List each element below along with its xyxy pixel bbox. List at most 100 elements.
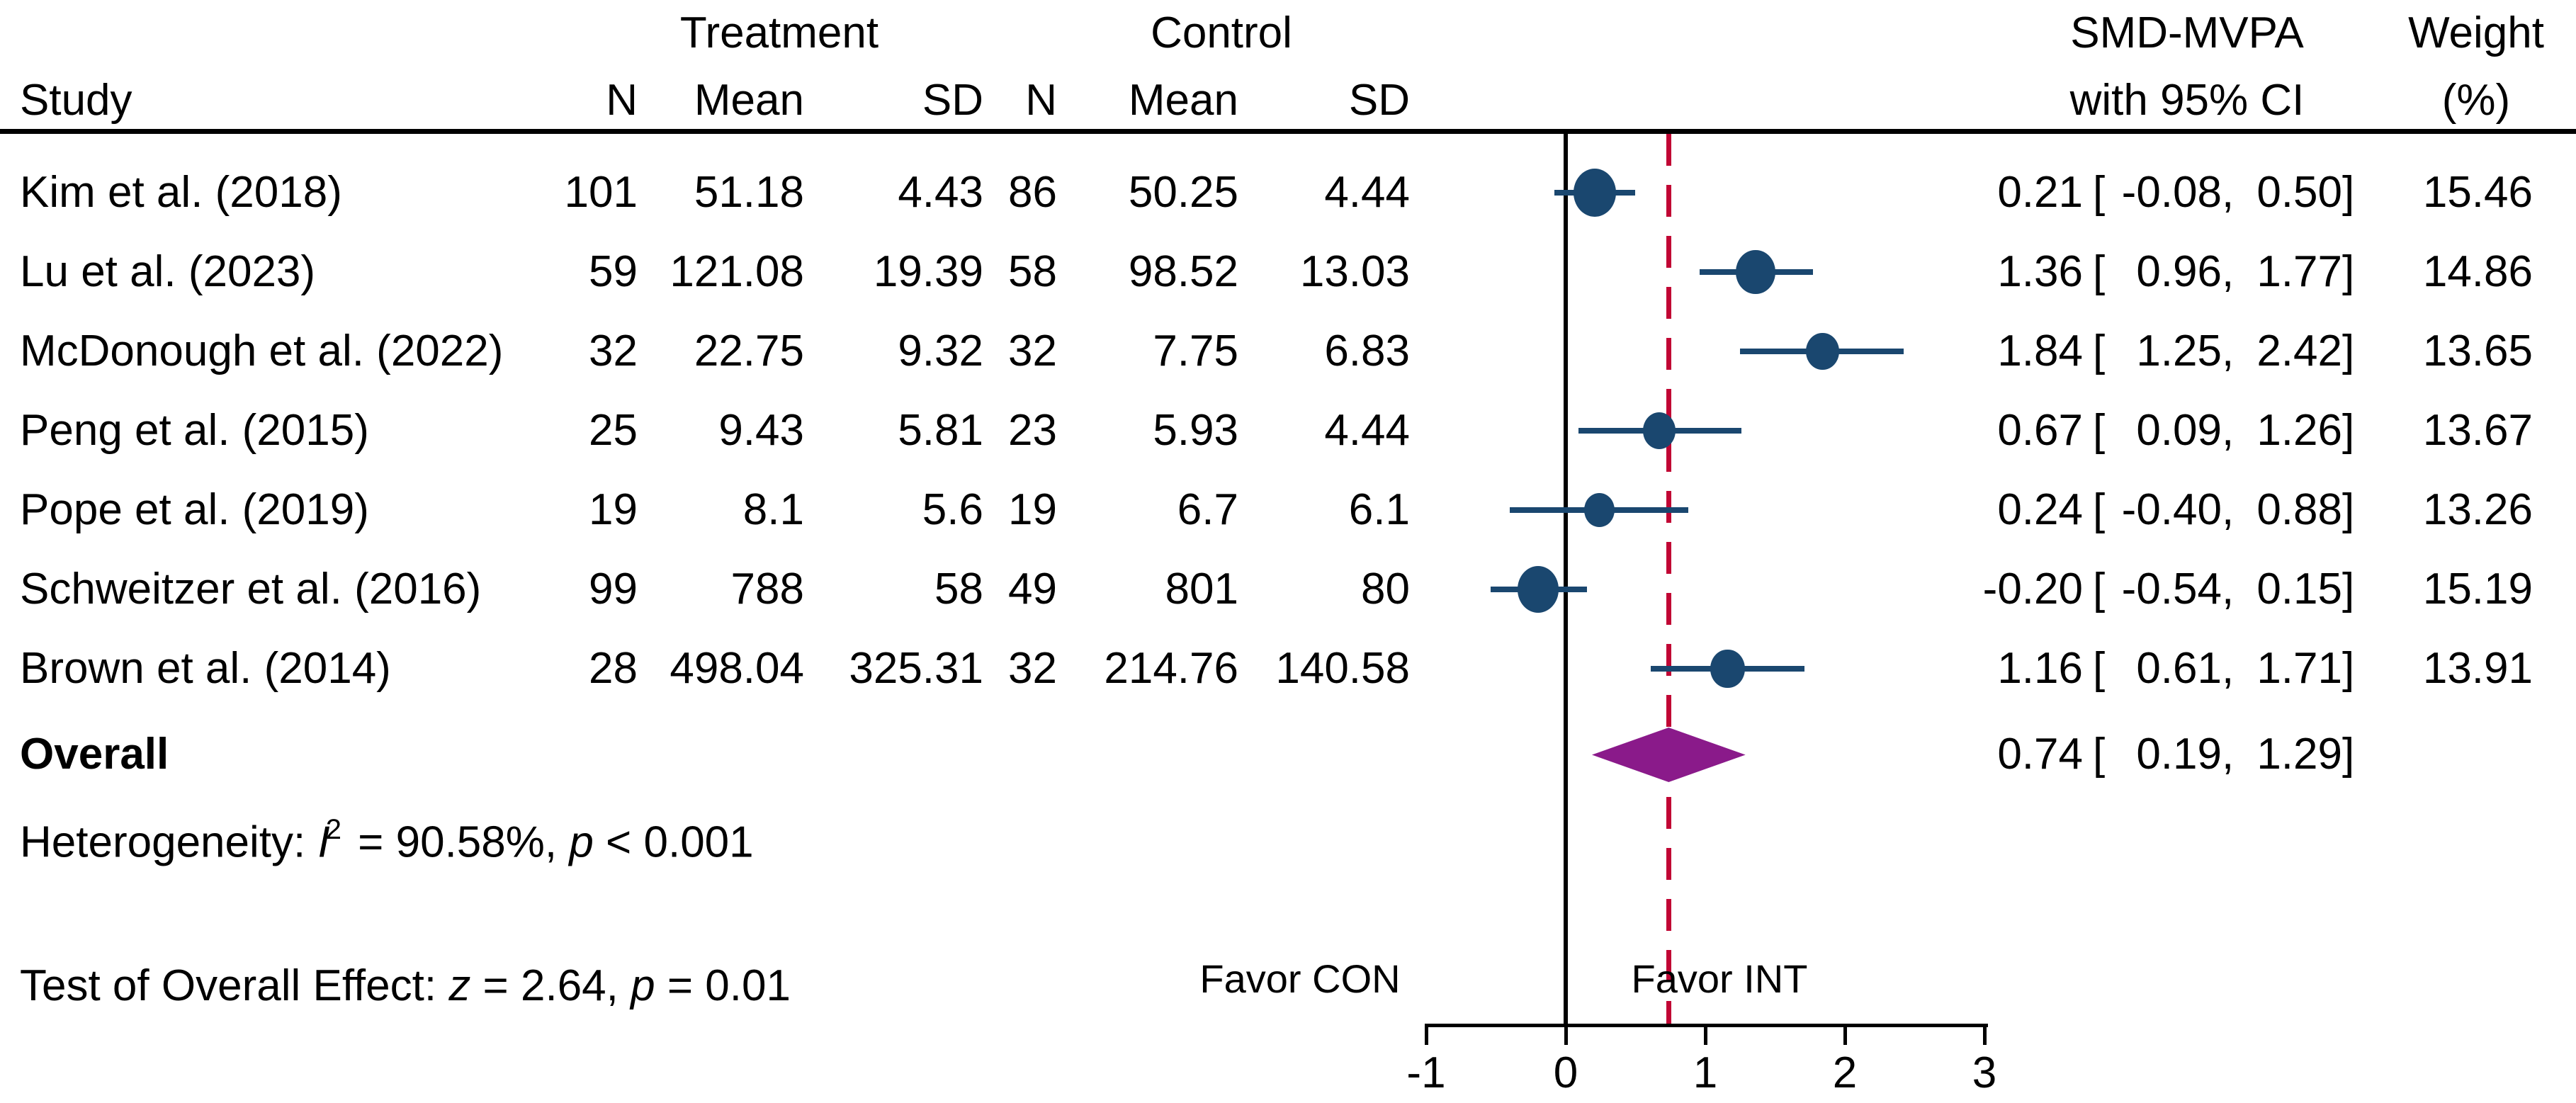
ci-separator: , [2222, 168, 2235, 217]
weight-cell: 13.91 [2422, 644, 2533, 693]
control-sd-header: SD [1348, 76, 1410, 125]
control-n-cell: 32 [1008, 644, 1057, 693]
treatment-mean-cell: 8.1 [742, 485, 804, 534]
study-row: Schweitzer et al. (2016) 99 788 58 49 80… [0, 561, 2576, 618]
treatment-n-cell: 32 [589, 327, 638, 375]
heterogeneity-text: Heterogeneity: I2 = 90.58%, p < 0.001 [20, 807, 754, 867]
control-sd-cell: 80 [1361, 565, 1410, 613]
study-row: Pope et al. (2019) 19 8.1 5.6 19 6.7 6.1… [0, 482, 2576, 538]
ci-close-bracket: ] [2342, 485, 2355, 534]
overall-row: Overall 0.74 [ 0.19 , 1.29 ] [0, 726, 2576, 783]
overall-diamond [1592, 727, 1746, 782]
treatment-n-cell: 28 [589, 644, 638, 693]
control-mean-header: Mean [1128, 76, 1238, 125]
ci-high: 1.77 [2256, 247, 2342, 296]
effect-text: 0.21 [ -0.08 , 0.50 ] [1941, 164, 2395, 221]
treatment-sd-cell: 4.43 [898, 168, 983, 217]
ci-low: 0.96 [2136, 247, 2222, 296]
treatment-n-cell: 19 [589, 485, 638, 534]
overall-test-text: Test of Overall Effect: z = 2.64, p = 0.… [20, 961, 791, 1012]
zero-line [1564, 134, 1568, 1024]
control-mean-cell: 7.75 [1153, 327, 1238, 375]
z-symbol: z [448, 961, 471, 1010]
ci-open-bracket: [ [2093, 565, 2106, 613]
ci-separator: , [2222, 730, 2235, 779]
control-sd-cell: 4.44 [1324, 406, 1410, 455]
study-label: Lu et al. (2023) [20, 247, 316, 296]
study-label: Peng et al. (2015) [20, 406, 369, 455]
treatment-n-header: N [606, 76, 638, 125]
heterogeneity-p-value: < 0.001 [593, 818, 754, 867]
ci-separator: , [2222, 485, 2235, 534]
effect-estimate: 1.84 [1997, 327, 2083, 375]
ci-separator: , [2222, 565, 2235, 613]
axis-tick-label: 2 [1832, 1048, 1858, 1097]
effect-marker [1574, 169, 1617, 217]
overall-ci-low: 0.19 [2136, 730, 2222, 779]
axis-tick-label: 1 [1693, 1048, 1718, 1097]
control-sd-cell: 6.83 [1324, 327, 1410, 375]
effect-marker [1736, 249, 1775, 295]
treatment-mean-cell: 121.08 [670, 247, 804, 296]
effect-header-line1: SMD-MVPA [2070, 9, 2304, 57]
effect-text: 0.24 [ -0.40 , 0.88 ] [1941, 482, 2395, 538]
overall-test-p-value: = 0.01 [655, 961, 791, 1010]
study-column-header: Study [20, 76, 132, 125]
ci-open-bracket: [ [2093, 730, 2106, 779]
treatment-n-cell: 59 [589, 247, 638, 296]
effect-estimate: -0.20 [1982, 565, 2083, 613]
ci-separator: , [2222, 247, 2235, 296]
study-row: McDonough et al. (2022) 32 22.75 9.32 32… [0, 323, 2576, 380]
axis-tick-label: 0 [1553, 1048, 1578, 1097]
weight-cell: 13.65 [2422, 327, 2533, 375]
ci-low: -0.40 [2121, 485, 2222, 534]
weight-cell: 14.86 [2422, 247, 2533, 296]
ci-open-bracket: [ [2093, 247, 2106, 296]
i-squared-value: = 90.58%, [345, 818, 570, 867]
control-group-header: Control [1151, 9, 1292, 57]
study-row: Brown et al. (2014) 28 498.04 325.31 32 … [0, 640, 2576, 697]
effect-text: 1.84 [ 1.25 , 2.42 ] [1941, 323, 2395, 380]
ci-close-bracket: ] [2342, 644, 2355, 693]
ci-open-bracket: [ [2093, 485, 2106, 534]
ci-high: 0.88 [2256, 485, 2342, 534]
favor-control-label: Favor CON [1199, 956, 1401, 1001]
control-mean-cell: 6.7 [1177, 485, 1238, 534]
study-label: McDonough et al. (2022) [20, 327, 504, 375]
p-symbol: p [569, 818, 594, 867]
effect-marker [1517, 566, 1559, 613]
control-sd-cell: 4.44 [1324, 168, 1410, 217]
treatment-mean-cell: 22.75 [694, 327, 804, 375]
ci-low: 1.25 [2136, 327, 2222, 375]
study-label: Kim et al. (2018) [20, 168, 342, 217]
ci-separator: , [2222, 327, 2235, 375]
control-n-cell: 32 [1008, 327, 1057, 375]
control-sd-cell: 140.58 [1275, 644, 1410, 693]
effect-marker [1806, 332, 1839, 371]
header-rule [0, 129, 2576, 134]
control-sd-cell: 6.1 [1348, 485, 1410, 534]
treatment-n-cell: 25 [589, 406, 638, 455]
effect-estimate: 0.67 [1997, 406, 2083, 455]
treatment-sd-header: SD [922, 76, 983, 125]
effect-estimate: 0.24 [1997, 485, 2083, 534]
control-n-cell: 23 [1008, 406, 1057, 455]
study-label: Pope et al. (2019) [20, 485, 369, 534]
overall-effect-text: 0.74 [ 0.19 , 1.29 ] [1941, 726, 2395, 783]
ci-close-bracket: ] [2342, 168, 2355, 217]
axis-tick [1983, 1024, 1987, 1045]
effect-estimate: 0.21 [1997, 168, 2083, 217]
treatment-sd-cell: 9.32 [898, 327, 983, 375]
overall-est: 0.74 [1997, 730, 2083, 779]
study-label: Schweitzer et al. (2016) [20, 565, 482, 613]
ci-close-bracket: ] [2342, 730, 2355, 779]
effect-header-line2: with 95% CI [2069, 76, 2305, 125]
treatment-mean-cell: 9.43 [718, 406, 804, 455]
pooled-effect-line [1666, 134, 1672, 1024]
overall-ci-high: 1.29 [2256, 730, 2342, 779]
weight-header-line1: Weight [2408, 9, 2544, 57]
ci-open-bracket: [ [2093, 168, 2106, 217]
favor-intervention-label: Favor INT [1631, 956, 1808, 1001]
ci-low: 0.61 [2136, 644, 2222, 693]
